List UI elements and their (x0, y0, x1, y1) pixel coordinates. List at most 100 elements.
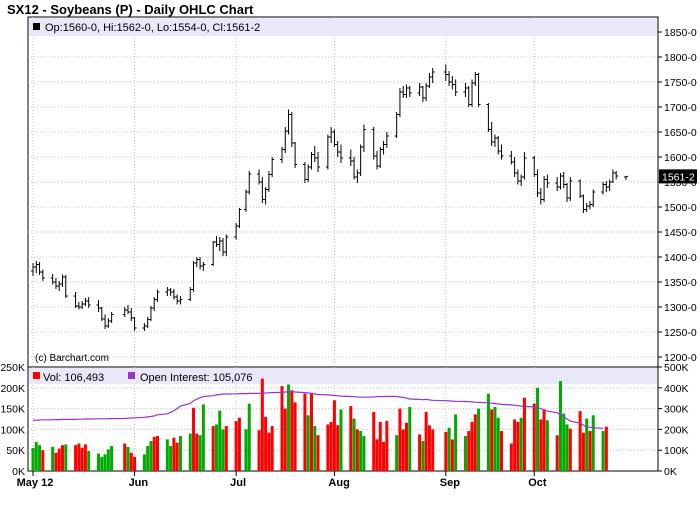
volume-bar (195, 433, 199, 471)
volume-bar (293, 402, 297, 471)
ohlc-bar (407, 86, 412, 97)
volume-bar (372, 411, 376, 471)
date-tick-label: Jun (129, 477, 149, 489)
volume-bar (198, 435, 202, 471)
price-tick-label: 1800-0 (664, 52, 697, 64)
price-tick-label: 1500-0 (664, 202, 697, 214)
volume-bar (591, 415, 595, 471)
volume-bar (257, 430, 261, 471)
volume-bar (280, 386, 284, 471)
volume-legend-label: Vol: 106,493 (43, 372, 104, 384)
volume-bar (332, 400, 336, 471)
volume-bar (218, 410, 222, 471)
volume-bar (142, 454, 146, 471)
date-tick-label: Aug (328, 477, 349, 489)
volume-bar (192, 407, 196, 471)
volume-bar (352, 418, 356, 471)
ohlc-bar (247, 171, 252, 195)
ohlc-bar (384, 132, 389, 148)
volume-bar (329, 421, 333, 471)
volume-bar (247, 403, 251, 471)
volume-bar (588, 431, 592, 471)
volume-bar (516, 421, 520, 471)
oi-legend-label: Open Interest: 105,076 (140, 372, 253, 384)
volume-bar (77, 443, 81, 471)
volume-bar (378, 421, 382, 471)
volume-bar (532, 403, 536, 471)
volume-bar (129, 452, 133, 471)
price-tick-label: 1700-0 (664, 102, 697, 114)
volume-right-tick-label: 200K (664, 424, 689, 436)
volume-left-tick-label: 100K (0, 424, 25, 436)
volume-bar (562, 413, 566, 471)
volume-bar (309, 392, 313, 471)
volume-bar (382, 441, 386, 471)
volume-bar (87, 451, 91, 471)
info-box-marker (33, 23, 40, 30)
ohlc-bar (40, 269, 45, 281)
date-tick-label: May 12 (17, 477, 54, 489)
ohlc-bar (614, 171, 619, 180)
volume-left-tick-label: 0K (12, 466, 25, 478)
volume-bar (408, 406, 412, 471)
volume-bar (585, 418, 589, 471)
volume-right-tick-label: 400K (664, 383, 689, 395)
volume-bar (421, 441, 425, 471)
volume-bar (34, 441, 38, 471)
ohlc-bar (453, 79, 458, 96)
volume-bar (97, 453, 101, 471)
ohlc-bar (430, 68, 435, 83)
price-tick-label: 1250-0 (664, 327, 697, 339)
volume-bar (172, 437, 176, 471)
volume-left-tick-label: 150K (0, 404, 25, 416)
ohlc-bar (237, 208, 242, 228)
info-box-text: Op:1560-0, Hi:1562-0, Lo:1554-0, Cl:1561… (45, 22, 260, 34)
volume-bar (270, 426, 274, 471)
price-tick-label: 1350-0 (664, 277, 697, 289)
volume-bar (149, 441, 153, 471)
ohlc-bar (201, 262, 206, 271)
price-tick-label: 1200-0 (664, 352, 697, 364)
volume-left-tick-label: 50K (6, 445, 25, 457)
volume-bar (522, 397, 526, 471)
volume-bar (306, 415, 310, 471)
ohlc-bar (132, 317, 137, 331)
price-tick-label: 1400-0 (664, 252, 697, 264)
last-price-badge: 1561-2 (659, 169, 697, 184)
volume-right-tick-label: 300K (664, 404, 689, 416)
volume-bar (349, 406, 353, 471)
volume-bar (303, 393, 307, 471)
volume-legend-swatch (33, 372, 40, 379)
volume-bar (51, 446, 55, 471)
price-grid (28, 17, 658, 367)
volume-bar (500, 431, 504, 471)
ohlc-bar (338, 144, 343, 163)
volume-bar (578, 411, 582, 471)
volume-bar (106, 449, 110, 471)
last-price-label: 1561-2 (662, 171, 695, 183)
volume-bar (555, 435, 559, 471)
volume-bar (221, 429, 225, 471)
price-panel-frame (27, 16, 659, 368)
volume-bar (80, 447, 84, 471)
volume-bar (424, 411, 428, 471)
info-box-bg (29, 18, 657, 36)
volume-bar (454, 414, 458, 471)
price-tick-label: 1850-0 (664, 27, 697, 39)
volume-bar (178, 436, 182, 471)
volume-bar (496, 417, 500, 471)
volume-bar (64, 444, 68, 471)
ohlc-bar (568, 177, 573, 201)
volume-bar (313, 426, 317, 471)
volume-bar (385, 421, 389, 471)
volume-grid (28, 367, 658, 471)
ohlc-bar (499, 144, 504, 160)
ohlc-bar (545, 174, 550, 188)
volume-bar (404, 422, 408, 471)
volume-bar (539, 419, 543, 471)
volume-bar (470, 421, 474, 471)
open-interest-line (33, 390, 604, 429)
date-tick-label: Sep (440, 477, 460, 489)
volume-bar (359, 431, 363, 471)
volume-bar (473, 414, 477, 471)
